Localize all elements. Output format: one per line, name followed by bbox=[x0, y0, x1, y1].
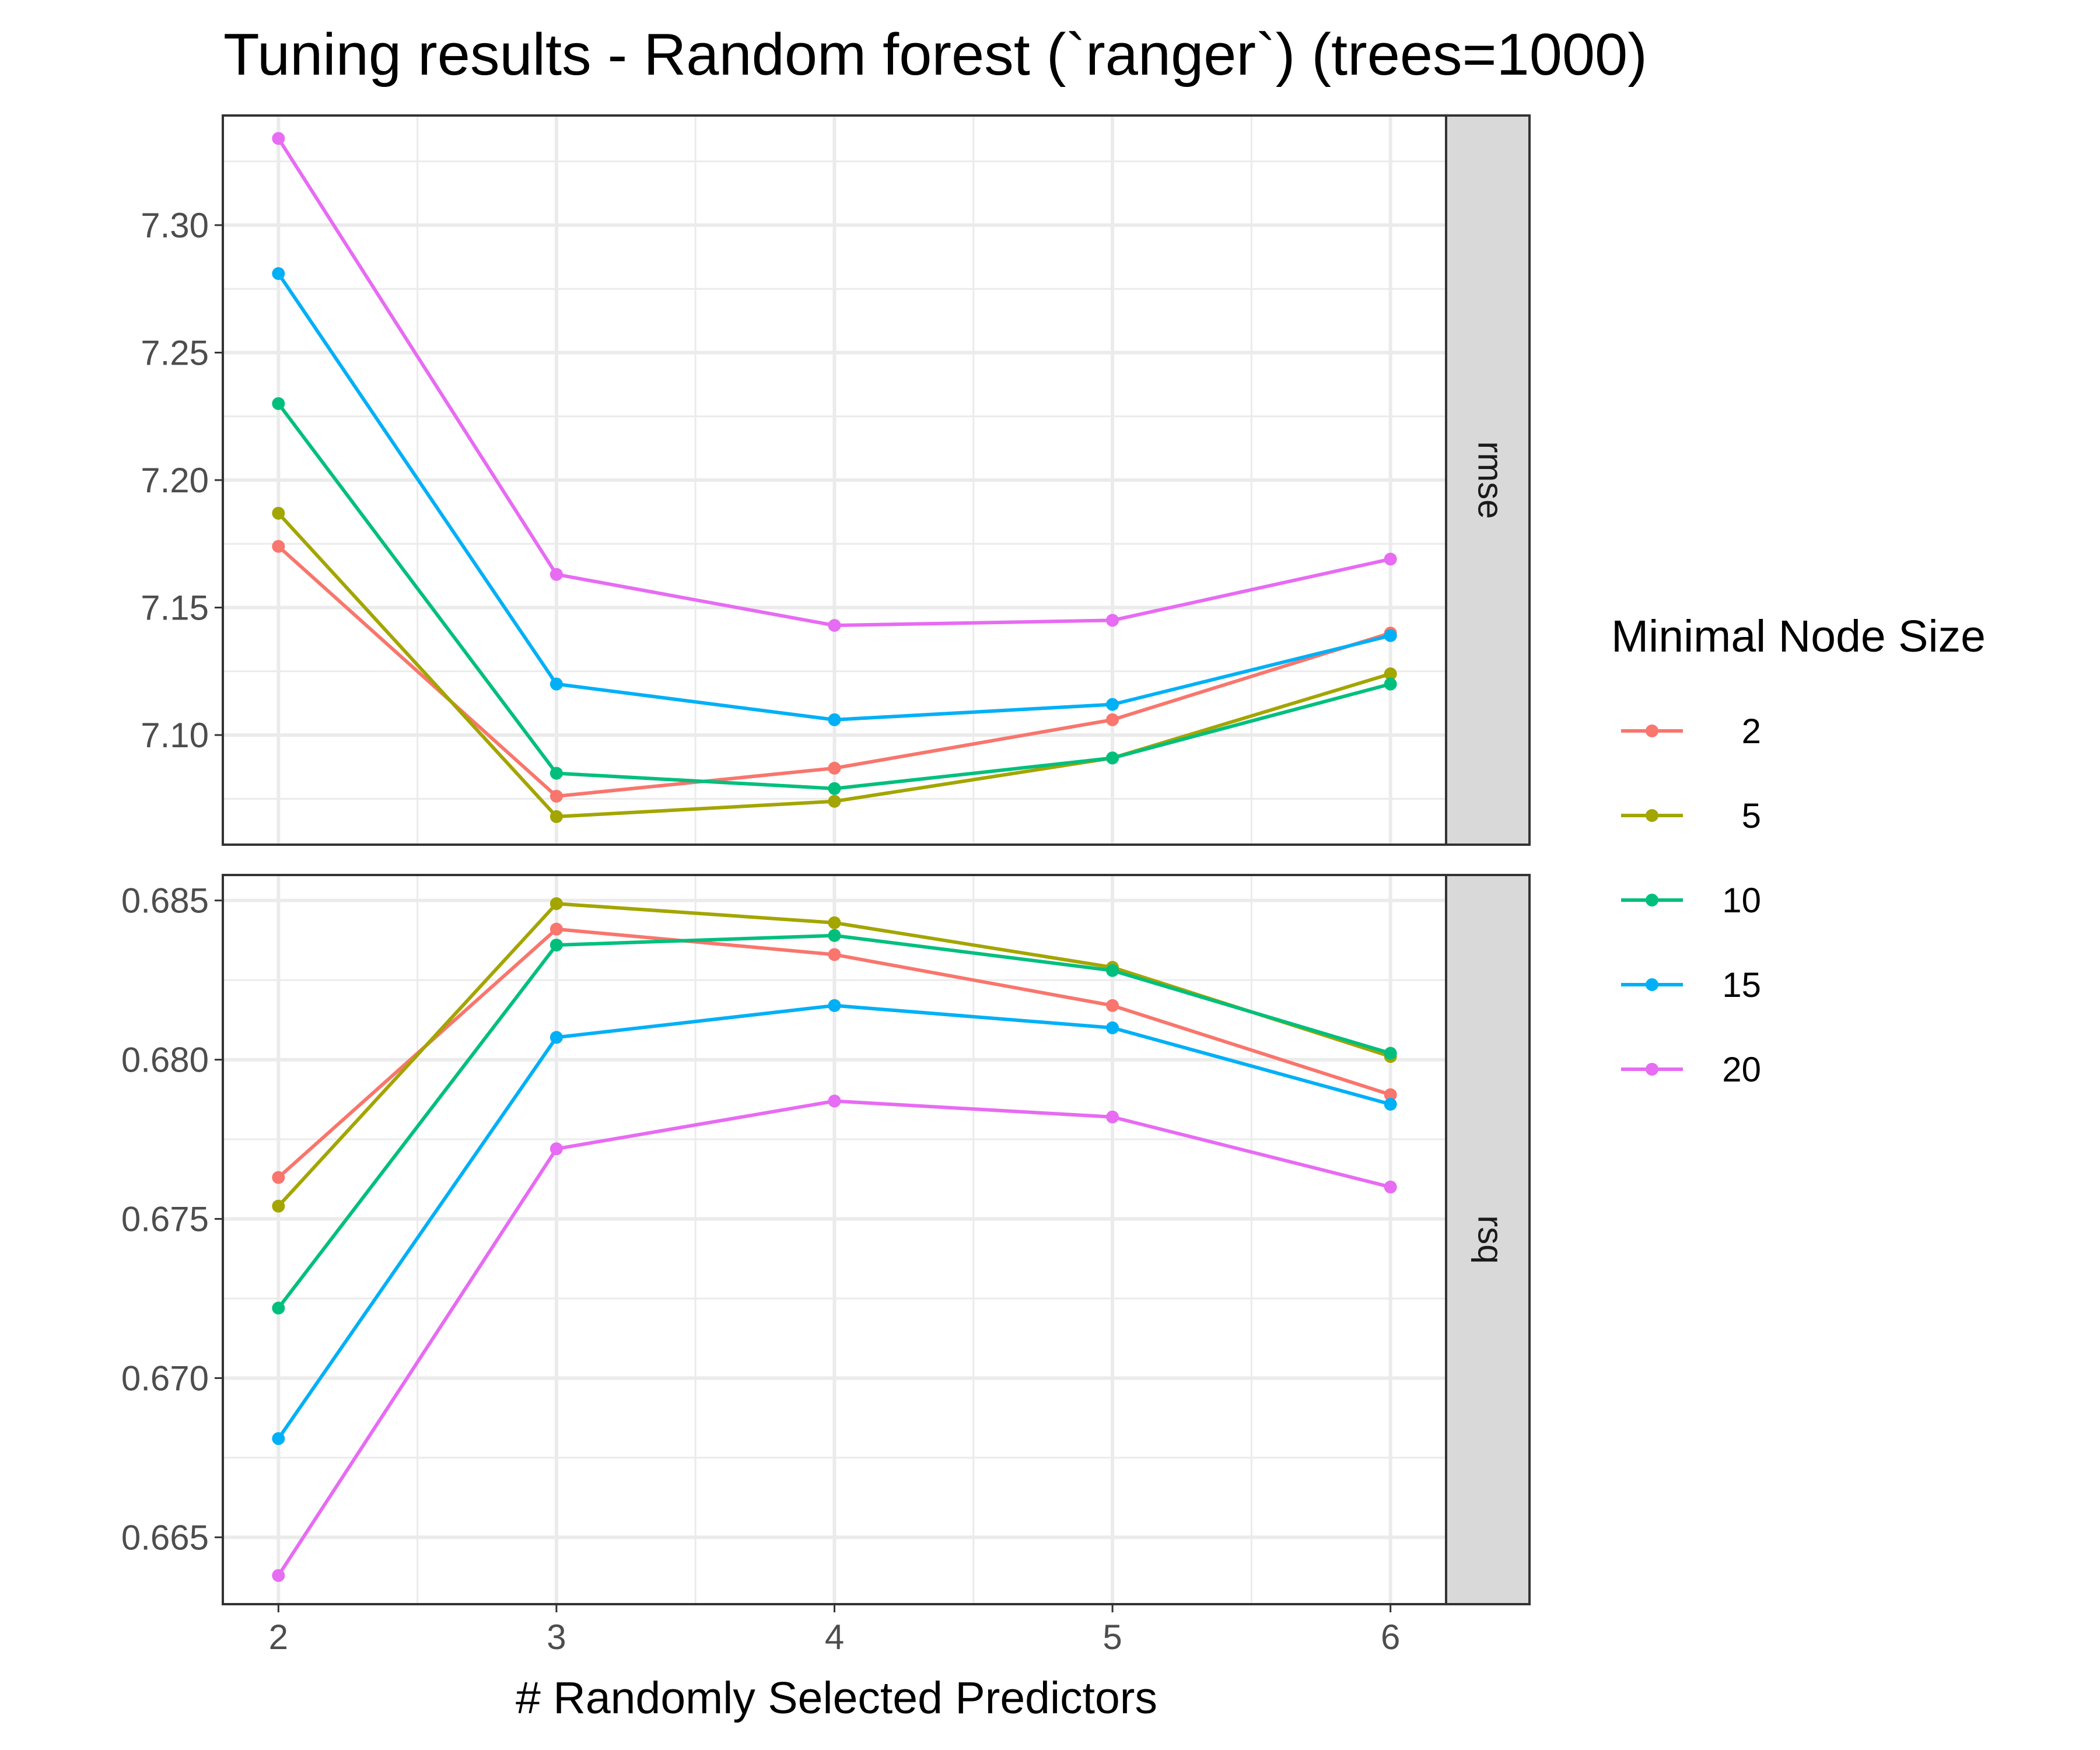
data-point bbox=[1106, 698, 1119, 711]
data-point bbox=[1384, 1098, 1397, 1111]
data-point bbox=[1384, 1180, 1397, 1194]
data-point bbox=[828, 782, 841, 795]
data-point bbox=[272, 506, 285, 520]
y-tick-label: 0.680 bbox=[121, 1041, 209, 1080]
y-tick-label: 7.10 bbox=[141, 716, 209, 755]
data-point bbox=[550, 939, 563, 952]
series-20 bbox=[272, 1094, 1397, 1582]
data-point bbox=[1106, 713, 1119, 726]
data-point bbox=[828, 794, 841, 808]
data-point bbox=[550, 677, 563, 691]
data-point bbox=[828, 929, 841, 942]
series-15 bbox=[272, 267, 1397, 726]
data-point bbox=[1106, 1021, 1119, 1035]
panels: 7.107.157.207.257.30rmse0.6650.6700.6750… bbox=[121, 114, 1531, 1605]
y-tick-label: 0.665 bbox=[121, 1518, 209, 1557]
y-tick-label: 7.15 bbox=[141, 589, 209, 628]
data-point bbox=[272, 267, 285, 280]
x-tick-label: 6 bbox=[1381, 1618, 1400, 1657]
x-tick-label: 2 bbox=[269, 1618, 288, 1657]
legend-label: 20 bbox=[1722, 1050, 1761, 1089]
data-point bbox=[550, 568, 563, 581]
data-point bbox=[828, 948, 841, 961]
data-point bbox=[272, 1199, 285, 1213]
data-point bbox=[828, 999, 841, 1012]
data-point bbox=[550, 1031, 563, 1044]
data-point bbox=[272, 540, 285, 553]
data-point bbox=[550, 1142, 563, 1156]
y-tick-label: 7.25 bbox=[141, 333, 209, 372]
x-tick-label: 4 bbox=[825, 1618, 844, 1657]
series-2 bbox=[272, 922, 1397, 1184]
data-point bbox=[1106, 614, 1119, 627]
legend-item-20: 20 bbox=[1621, 1050, 1761, 1089]
data-point bbox=[272, 1432, 285, 1446]
data-point bbox=[550, 897, 563, 911]
y-tick-label: 0.685 bbox=[121, 881, 209, 921]
data-point bbox=[1384, 552, 1397, 566]
data-point bbox=[1384, 629, 1397, 642]
data-point bbox=[1384, 1088, 1397, 1101]
data-point bbox=[828, 619, 841, 632]
strip-label: rmse bbox=[1471, 441, 1510, 519]
strip-background bbox=[1445, 114, 1531, 846]
data-point bbox=[272, 397, 285, 410]
data-point bbox=[1106, 1110, 1119, 1124]
series-10 bbox=[272, 397, 1397, 795]
legend-title: Minimal Node Size bbox=[1611, 611, 1986, 662]
y-tick-label: 0.675 bbox=[121, 1200, 209, 1239]
data-point bbox=[1106, 751, 1119, 765]
panel-rmse: 7.10 7.15 7.20 7.25 7.30 rmse bbox=[141, 114, 1531, 846]
data-point bbox=[550, 922, 563, 936]
data-point bbox=[1106, 999, 1119, 1012]
data-point bbox=[828, 916, 841, 929]
legend-item-5: 5 bbox=[1621, 796, 1761, 835]
legend-label: 2 bbox=[1742, 712, 1761, 751]
data-point bbox=[1384, 667, 1397, 681]
y-tick-label: 7.20 bbox=[141, 461, 209, 500]
data-point bbox=[828, 1094, 841, 1108]
data-point bbox=[272, 132, 285, 145]
data-point bbox=[272, 1569, 285, 1582]
series-15 bbox=[272, 999, 1397, 1446]
y-tick-label: 7.30 bbox=[141, 206, 209, 245]
strip-background bbox=[1445, 874, 1531, 1605]
x-axis-title: # Randomly Selected Predictors bbox=[516, 1673, 1157, 1723]
strip-label: rsq bbox=[1471, 1215, 1510, 1264]
legend-key-point bbox=[1646, 724, 1658, 737]
data-point bbox=[1384, 1046, 1397, 1060]
x-tick-label: 3 bbox=[547, 1618, 566, 1657]
chart-title: Tuning results - Random forest (`ranger`… bbox=[223, 22, 1647, 88]
data-point bbox=[828, 713, 841, 726]
legend-item-2: 2 bbox=[1621, 712, 1761, 751]
x-axis: 2 3 4 5 6 bbox=[269, 1604, 1400, 1657]
legend-key-point bbox=[1646, 1063, 1658, 1076]
data-point bbox=[272, 1171, 285, 1184]
legend-key-point bbox=[1646, 978, 1658, 991]
series-20 bbox=[272, 132, 1397, 632]
legend-label: 15 bbox=[1722, 965, 1761, 1005]
panel-rsq: 0.665 0.670 0.675 0.680 0.685 rsq bbox=[121, 874, 1531, 1605]
data-point bbox=[550, 810, 563, 823]
data-point bbox=[1384, 677, 1397, 691]
data-point bbox=[272, 1301, 285, 1315]
legend: Minimal Node Size 2 5 10 15 20 bbox=[1611, 611, 1986, 1089]
data-point bbox=[550, 766, 563, 780]
data-point bbox=[828, 761, 841, 775]
legend-item-15: 15 bbox=[1621, 965, 1761, 1005]
legend-label: 5 bbox=[1742, 796, 1761, 835]
data-point bbox=[1106, 964, 1119, 977]
x-tick-label: 5 bbox=[1102, 1618, 1122, 1657]
legend-key-point bbox=[1646, 809, 1658, 822]
series-10 bbox=[272, 929, 1397, 1315]
y-tick-label: 0.670 bbox=[121, 1359, 209, 1398]
legend-label: 10 bbox=[1722, 881, 1761, 920]
legend-keys: 2 5 10 15 20 bbox=[1621, 712, 1761, 1089]
legend-key-point bbox=[1646, 894, 1658, 907]
legend-item-10: 10 bbox=[1621, 881, 1761, 920]
data-point bbox=[550, 789, 563, 803]
